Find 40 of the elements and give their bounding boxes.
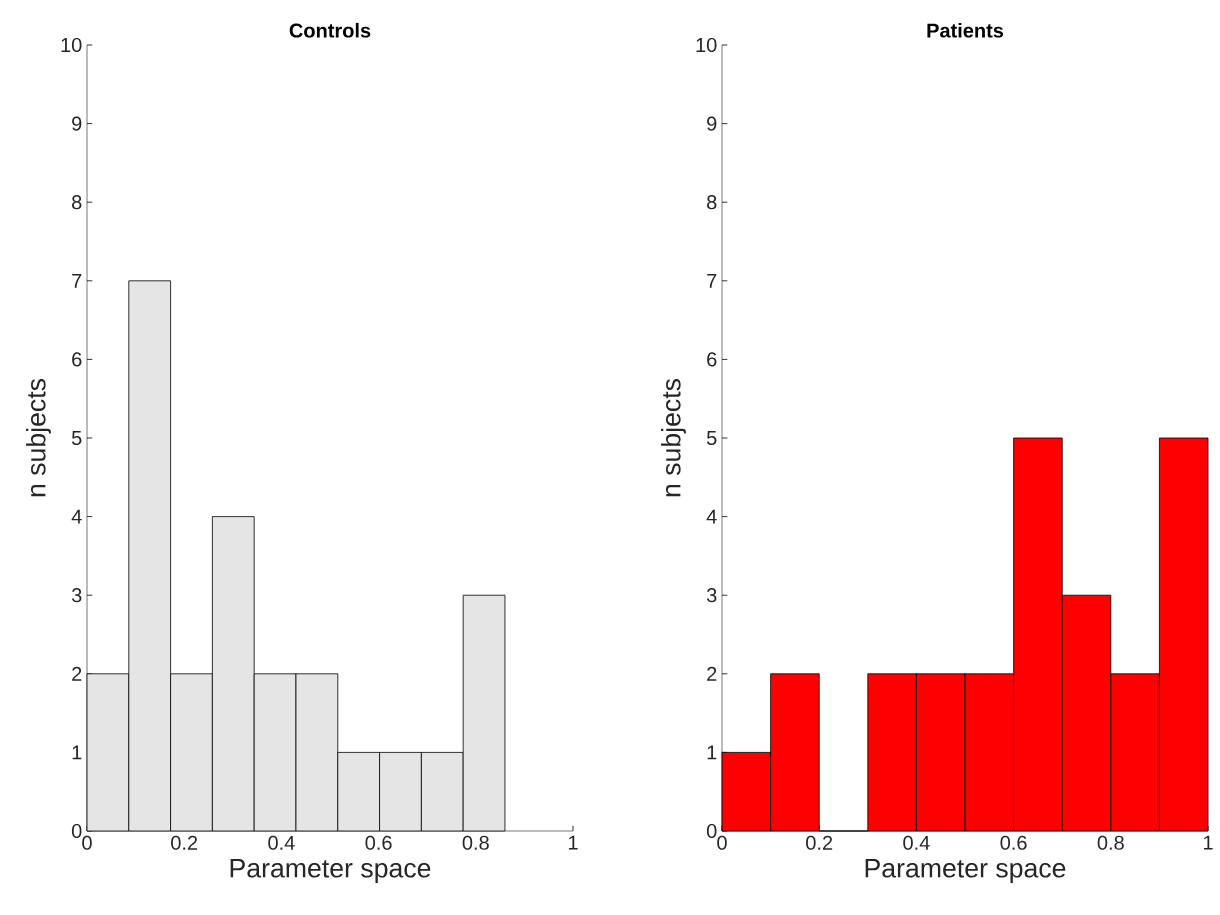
x-tick-label: 0.6	[1000, 835, 1027, 850]
chart-title: Patients	[927, 22, 1004, 38]
y-tick-label: 3	[71, 588, 82, 603]
y-tick-label: 2	[707, 666, 717, 681]
y-tick-label: 6	[72, 352, 82, 367]
y-axis-title: n subjects	[26, 378, 51, 497]
x-axis-title: Parameter space	[230, 859, 431, 883]
y-tick-label: 1	[72, 745, 82, 760]
y-tick-label: 9	[707, 116, 717, 131]
y-axis-title: n subjects	[661, 378, 686, 497]
y-tick-label: 8	[707, 195, 717, 210]
y-tick-label: 7	[707, 273, 717, 288]
x-tick-label: 0	[82, 835, 92, 850]
y-tick-label: 4	[706, 509, 717, 524]
chart-title: Controls	[289, 22, 371, 38]
y-tick-label: 2	[72, 666, 82, 681]
x-tick-label: 0.4	[903, 835, 930, 850]
x-tick-label: 1	[1203, 835, 1213, 850]
x-tick-label: 1	[568, 835, 578, 850]
y-tick-label: 5	[71, 431, 82, 445]
x-tick-label: 0.2	[171, 835, 198, 850]
y-tick-label: 6	[707, 352, 717, 367]
x-tick-label: 0.8	[462, 835, 489, 850]
x-tick-label: 0.8	[1097, 835, 1124, 850]
x-tick-label: 0	[717, 835, 727, 850]
y-tick-label: 4	[71, 509, 82, 524]
y-tick-label: 1	[707, 745, 717, 760]
x-tick-label: 0.2	[806, 835, 833, 850]
x-axis-title: Parameter space	[865, 859, 1066, 883]
y-tick-label: 9	[72, 116, 82, 131]
y-tick-label: 7	[72, 273, 82, 288]
y-tick-label: 0	[71, 823, 82, 839]
y-tick-label: 3	[706, 588, 717, 603]
y-tick-label: 10	[61, 37, 82, 53]
y-tick-label: 5	[706, 431, 717, 445]
y-tick-label: 8	[72, 195, 82, 210]
y-tick-label: 10	[696, 37, 717, 53]
x-tick-label: 0.4	[268, 835, 295, 850]
y-tick-label: 0	[706, 823, 717, 839]
x-tick-label: 0.6	[365, 835, 392, 850]
